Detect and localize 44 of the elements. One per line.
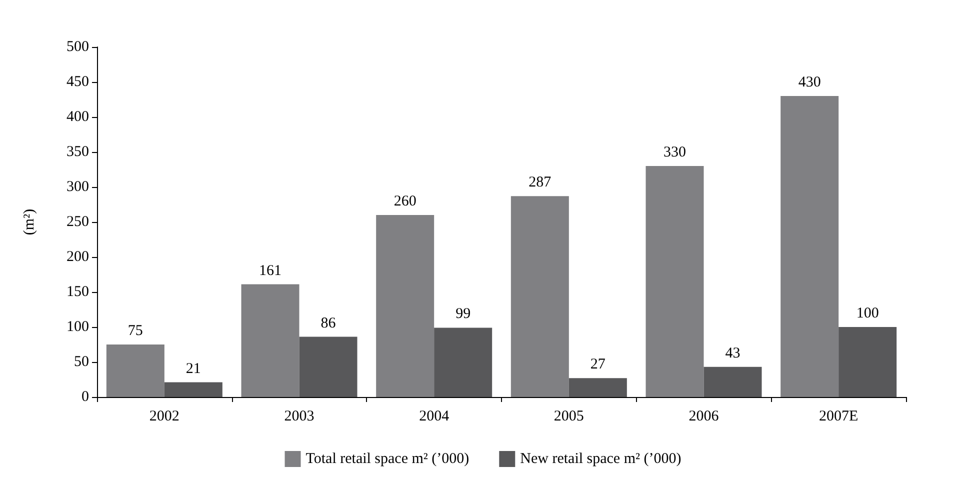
data-label: 43 [725,345,740,362]
data-label: 99 [456,306,471,322]
legend-label: New retail space m² (’000) [520,451,682,467]
legend-label: Total retail space m² (’000) [306,451,470,467]
bar [704,366,762,397]
bar [376,215,434,397]
y-tick-label: 0 [82,389,89,405]
y-tick-label: 350 [66,144,89,160]
bar [510,196,569,397]
y-tick-label: 200 [66,249,89,265]
data-label: 27 [590,356,606,373]
x-tick-label: 2003 [284,408,314,424]
y-tick-label: 400 [66,109,89,125]
bar [241,284,300,397]
bar [568,378,627,397]
bar [106,344,164,397]
x-tick-label: 2006 [688,408,720,424]
data-label: 86 [320,315,336,332]
data-label: 75 [128,323,143,339]
y-tick-label: 500 [66,39,89,55]
bar [434,328,492,397]
bar [780,96,839,397]
y-tick-label: 100 [66,319,89,335]
y-tick-label: 50 [74,354,89,370]
data-label: 21 [186,360,201,377]
bar [646,166,704,397]
data-label: 287 [528,174,552,191]
y-tick-label: 300 [66,179,89,195]
bar [299,336,358,397]
data-label: 161 [259,262,282,279]
y-tick-label: 250 [66,214,89,230]
data-label: 330 [664,144,686,160]
x-tick-label: 2004 [419,408,450,424]
y-tick-label: 450 [66,74,89,90]
bar [838,327,897,397]
data-label: 260 [394,194,416,210]
data-label: 430 [798,74,821,90]
x-tick-label: 2005 [554,408,584,424]
bar [164,382,222,397]
x-tick-label: 2002 [149,408,180,424]
x-tick-label: 2007E [818,408,858,424]
y-axis-title: (m²) [22,208,38,236]
data-label: 100 [856,306,879,322]
y-tick-label: 150 [66,284,89,300]
